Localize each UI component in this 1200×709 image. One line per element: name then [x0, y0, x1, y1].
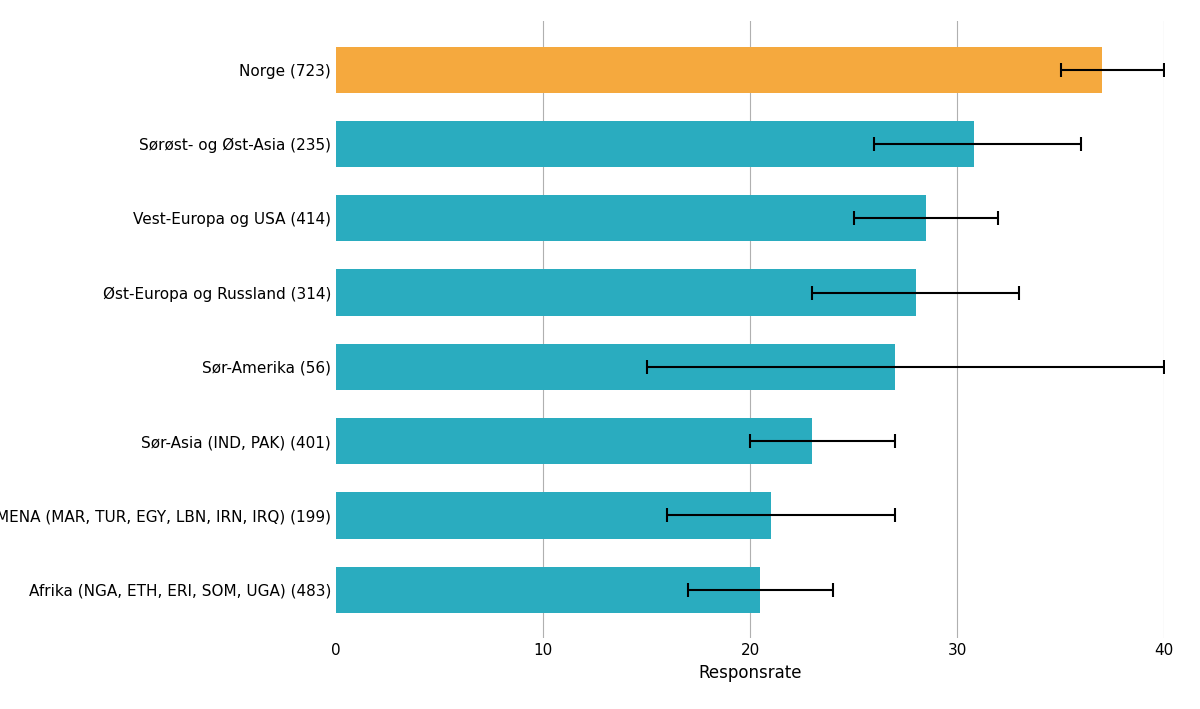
Bar	[336, 493, 770, 539]
Bar	[336, 121, 973, 167]
Bar	[336, 195, 926, 241]
Bar	[336, 344, 895, 390]
Bar	[336, 269, 916, 316]
Bar	[336, 418, 812, 464]
Bar	[336, 47, 1102, 93]
Bar	[336, 566, 761, 613]
X-axis label: Responsrate: Responsrate	[698, 664, 802, 681]
